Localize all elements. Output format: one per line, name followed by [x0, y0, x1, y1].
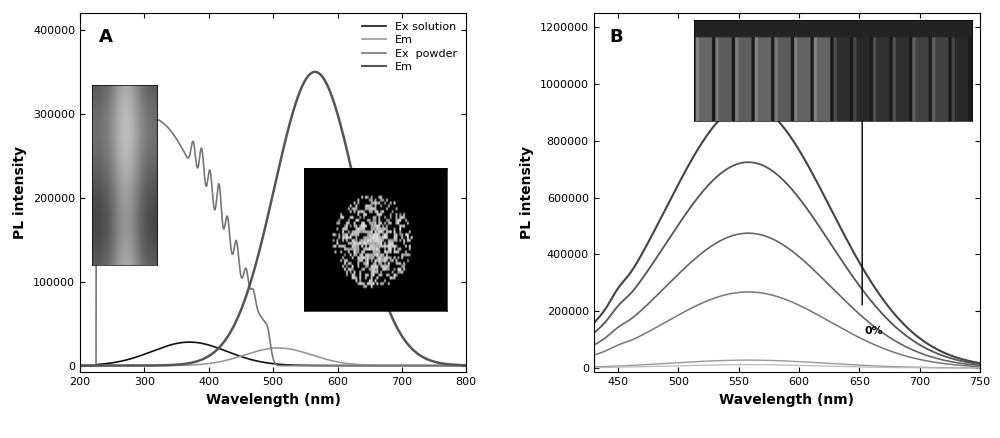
Text: 100%: 100%: [864, 64, 898, 74]
Y-axis label: PL intensity: PL intensity: [520, 146, 534, 239]
Legend: Ex solution, Em, Ex  powder, Em: Ex solution, Em, Ex powder, Em: [359, 19, 461, 75]
Y-axis label: PL intensity: PL intensity: [13, 146, 27, 239]
X-axis label: Wavelength (nm): Wavelength (nm): [719, 393, 854, 407]
Text: 0%: 0%: [864, 325, 883, 336]
Text: B: B: [609, 28, 623, 46]
X-axis label: Wavelength (nm): Wavelength (nm): [206, 393, 341, 407]
Text: A: A: [99, 28, 113, 46]
Text: $f_e$ (vol%): $f_e$ (vol%): [837, 38, 889, 54]
